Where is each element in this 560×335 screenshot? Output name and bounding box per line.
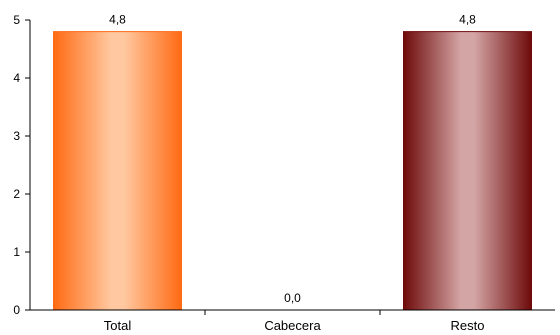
bars-layer	[53, 31, 532, 311]
y-tick-label-1: 1	[13, 245, 20, 259]
bar-total	[53, 31, 182, 311]
x-tick-label-cabecera: Cabecera	[264, 318, 321, 333]
bar-resto	[403, 31, 532, 311]
axes-layer	[25, 19, 555, 315]
y-tick-label-3: 3	[13, 129, 20, 143]
x-tick-label-total: Total	[104, 318, 132, 333]
y-tick-label-2: 2	[13, 187, 20, 201]
y-tick-label-0: 0	[13, 303, 20, 317]
data-label-resto: 4,8	[459, 13, 476, 27]
labels-layer: 4,8 Total 0,0 Cabecera 4,8 Resto 0 1 2 3 4 5	[13, 13, 484, 333]
x-tick-label-resto: Resto	[451, 318, 485, 333]
y-tick-label-5: 5	[13, 13, 20, 27]
y-tick-label-4: 4	[13, 71, 20, 85]
data-label-total: 4,8	[109, 13, 126, 27]
data-label-cabecera: 0,0	[284, 291, 301, 305]
